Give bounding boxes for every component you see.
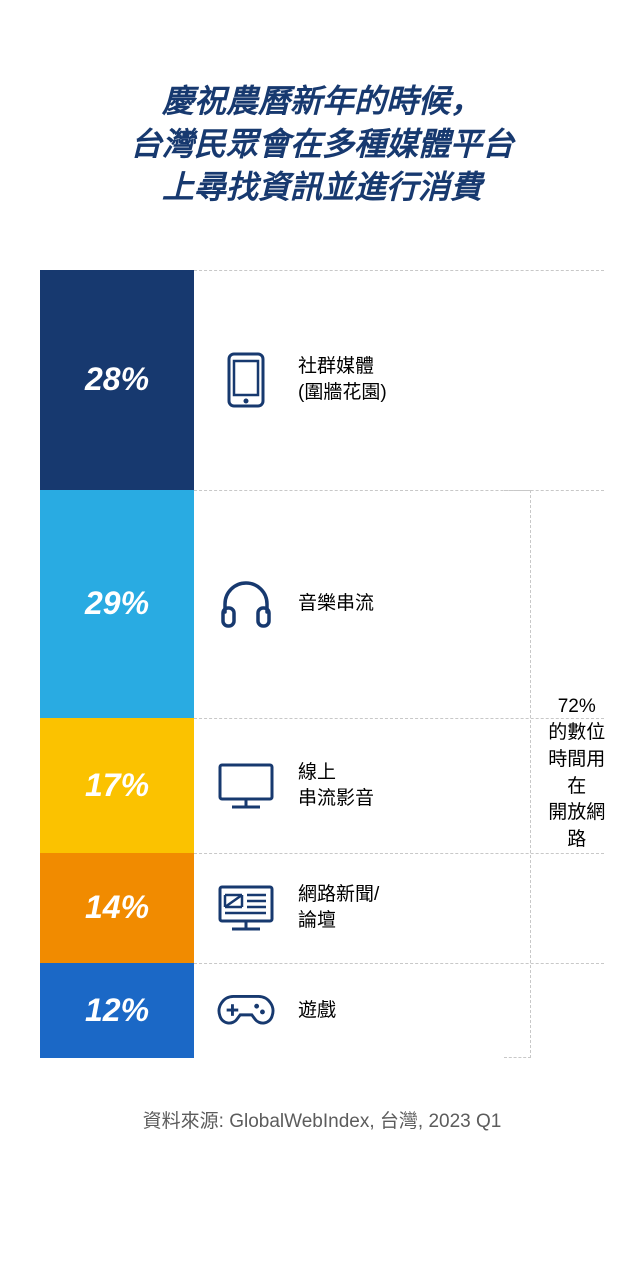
bar-percent: 29% <box>85 585 149 622</box>
source-text: 資料來源: GlobalWebIndex, 台灣, 2023 Q1 <box>40 1106 604 1133</box>
phone-icon <box>226 351 266 409</box>
bar-percent: 12% <box>85 992 149 1029</box>
category-row: 社群媒體(圍牆花園) <box>194 270 604 490</box>
bar-segment: 17% <box>40 718 194 853</box>
label-column: 社群媒體(圍牆花園) 音樂串流 線上串流影音 網路新聞/論壇 <box>194 270 604 1058</box>
bracket-label: 72%的數位時間用在開放網路 <box>539 694 614 854</box>
bar-segment: 12% <box>40 963 194 1058</box>
category-label: 音樂串流 <box>298 591 374 617</box>
bar-percent: 28% <box>85 361 149 398</box>
bar-segment: 14% <box>40 853 194 963</box>
category-label: 社群媒體(圍牆花園) <box>298 354 387 405</box>
monitor-icon-wrap <box>216 756 276 816</box>
news-icon-wrap <box>216 878 276 938</box>
chart-title: 慶祝農曆新年的時候，台灣民眾會在多種媒體平台上尋找資訊並進行消費 <box>40 80 604 210</box>
infographic-container: 慶祝農曆新年的時候，台灣民眾會在多種媒體平台上尋找資訊並進行消費 28% 29% 1… <box>0 0 644 1133</box>
bar-percent: 14% <box>85 889 149 926</box>
bar-column: 28% 29% 17% 14% 12% <box>40 270 194 1058</box>
category-label: 遊戲 <box>298 998 336 1024</box>
gamepad-icon-wrap <box>216 981 276 1041</box>
chart-body: 28% 29% 17% 14% 12% 社群媒體(圍牆花園) 音樂串流 線上串流影音 <box>40 270 604 1058</box>
headphones-icon-wrap <box>216 574 276 634</box>
bar-percent: 17% <box>85 767 149 804</box>
headphones-icon <box>217 578 275 630</box>
category-label: 網路新聞/論壇 <box>298 882 379 933</box>
gamepad-icon <box>216 990 276 1032</box>
bar-segment: 28% <box>40 270 194 490</box>
bracket: 72%的數位時間用在開放網路 <box>504 490 614 1058</box>
bracket-line <box>504 490 531 1058</box>
bar-segment: 29% <box>40 490 194 718</box>
news-icon <box>216 883 276 933</box>
phone-icon-wrap <box>216 350 276 410</box>
monitor-icon <box>216 761 276 811</box>
category-label: 線上串流影音 <box>298 760 374 811</box>
